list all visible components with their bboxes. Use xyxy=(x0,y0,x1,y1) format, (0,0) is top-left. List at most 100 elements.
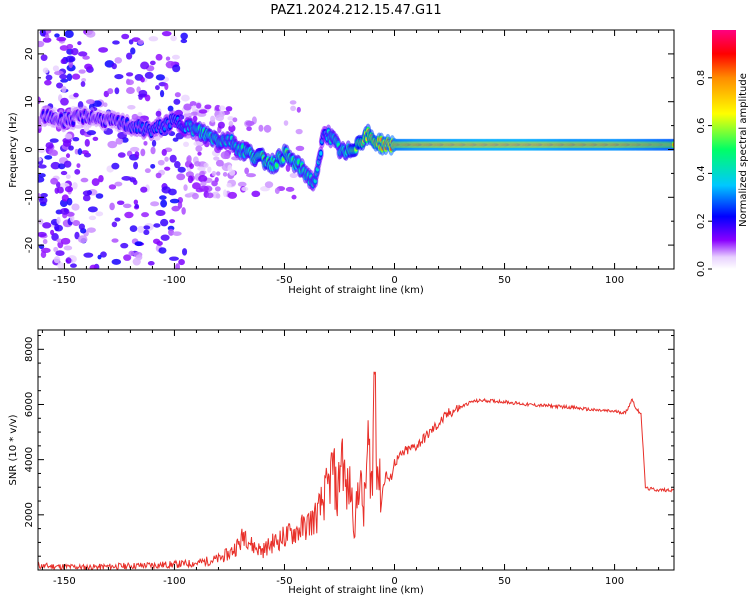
spectrogram-y-tick-label: -20 xyxy=(24,237,35,253)
spectrogram-noise-blob xyxy=(220,151,230,160)
spectrogram-noise-blob xyxy=(164,166,171,171)
spectrogram-noise-blob xyxy=(283,120,289,126)
spectrogram-noise-blob xyxy=(150,163,156,169)
spectrogram-noise-blob xyxy=(54,33,60,38)
spectrogram-x-tick-label: 50 xyxy=(498,275,511,286)
spectrogram-noise-blob xyxy=(155,172,162,179)
spectrogram-noise-blob xyxy=(144,94,151,102)
spectrogram-noise-blob xyxy=(246,126,252,132)
snr-y-tick-label: 4000 xyxy=(24,447,35,472)
spectrogram-noise-blob xyxy=(112,40,120,45)
spectrogram-noise-blob xyxy=(70,263,77,268)
snr-y-tick-label: 2000 xyxy=(24,502,35,527)
spectrogram-noise-blob xyxy=(38,157,42,162)
spectrogram-noise-blob xyxy=(227,116,234,121)
snr-series-line xyxy=(38,371,674,570)
spectrogram-noise-blob xyxy=(155,74,166,81)
spectrogram-noise-blob xyxy=(57,262,64,269)
spectrogram-noise-blob xyxy=(215,114,225,122)
spectrogram-noise-blob xyxy=(189,163,194,169)
colorbar-ticks: 0.0 0.2 0.4 0.6 0.8 xyxy=(696,70,712,277)
spectrogram-noise-blob xyxy=(60,97,69,106)
spectrogram-noise-blob xyxy=(137,39,144,45)
spectrogram-noise-blob xyxy=(71,73,81,80)
spectrogram-noise-blob xyxy=(289,172,298,178)
spectrogram-noise-blob xyxy=(195,145,203,153)
spectrogram-noise-blob xyxy=(204,104,212,110)
spectrogram-noise-blob xyxy=(38,173,46,178)
spectrogram-noise-blob xyxy=(74,148,79,155)
spectrogram-noise-blob xyxy=(100,251,107,258)
snr-y-tick-label: 6000 xyxy=(24,392,35,417)
spectrogram-noise-blob xyxy=(39,30,46,37)
spectrogram-noise-blob xyxy=(64,133,73,140)
spectrogram-noise-blob xyxy=(38,96,41,105)
spectrogram-noise-blob xyxy=(263,124,272,133)
spectrogram-noise-blob xyxy=(56,216,61,225)
spectrogram-noise-blob xyxy=(121,33,130,40)
spectrogram-noise-blob xyxy=(38,231,47,238)
spectrogram-noise-blob xyxy=(49,138,59,143)
spectrogram-noise-blob xyxy=(295,145,305,151)
spectrogram-noise-blob xyxy=(52,65,60,72)
spectrogram-noise-blob xyxy=(83,125,90,132)
colorbar-gradient xyxy=(712,30,736,269)
spectrogram-noise-blob xyxy=(71,203,80,211)
snr-frame xyxy=(37,329,675,571)
spectrogram-noise-blob xyxy=(155,209,166,217)
spectrogram-noise-blob xyxy=(183,103,192,111)
spectrogram-noise-blob xyxy=(64,186,74,193)
snr-y-ticks: 2000 4000 6000 8000 xyxy=(24,335,674,571)
snr-x-tick-label: -100 xyxy=(163,576,186,587)
spectrogram-noise-blob xyxy=(170,35,177,42)
spectrogram-noise-blob xyxy=(198,109,208,114)
spectrogram-y-tick-label: -10 xyxy=(24,189,35,205)
spectrogram-noise-blob xyxy=(83,252,94,258)
spectrogram-noise-blob xyxy=(132,179,138,185)
spectrogram-noise-blob xyxy=(134,241,143,247)
spectrogram-noise-blob xyxy=(155,85,160,91)
spectrogram-noise-blob xyxy=(226,182,232,188)
spectrogram-noise-blob xyxy=(180,32,188,40)
spectrogram-noise-blob xyxy=(56,36,67,42)
spectrogram-noise-blob xyxy=(194,161,201,167)
spectrogram-noise-blob xyxy=(126,87,135,95)
spectrogram-noise-blob xyxy=(165,56,171,61)
spectrogram-noise-blob xyxy=(143,225,151,230)
spectrogram-x-label: Height of straight line (km) xyxy=(288,285,424,296)
spectrogram-noise-blob xyxy=(44,34,50,39)
spectrogram-noise-blob xyxy=(289,100,297,105)
spectrogram-noise-blob xyxy=(66,197,73,206)
spectrogram-noise-blob xyxy=(72,182,78,190)
spectrogram-noise-blob xyxy=(84,63,93,70)
spectrogram-noise-blob xyxy=(91,178,100,186)
spectrogram-noise-blob xyxy=(137,225,145,234)
spectrogram-noise-blob xyxy=(80,177,89,183)
spectrogram-noise-blob xyxy=(157,159,165,166)
spectrogram-noise-blob xyxy=(40,192,48,198)
spectrogram-noise-blob xyxy=(200,181,207,187)
spectrogram-noise-blob xyxy=(218,105,226,111)
spectrogram-noise-blob xyxy=(214,186,221,192)
spectrogram-noise-blob xyxy=(84,139,90,147)
spectrogram-noise-blob xyxy=(55,250,65,257)
spectrogram-noise-blob xyxy=(86,227,96,233)
snr-x-tick-label: -150 xyxy=(53,576,76,587)
spectrogram-noise-blob xyxy=(56,186,64,194)
spectrogram-noise-blob xyxy=(39,196,48,205)
spectrogram-x-tick-label: -150 xyxy=(53,275,76,286)
spectrogram-ridge-core xyxy=(71,121,75,126)
spectrogram-noise-blob xyxy=(246,173,257,178)
spectrogram-noise-blob xyxy=(191,192,199,200)
spectrogram-noise-blob xyxy=(174,161,181,169)
spectrogram-noise-blob xyxy=(161,148,167,156)
spectrogram-noise-blob xyxy=(181,207,186,215)
spectrogram-noise-blob xyxy=(109,202,115,211)
spectrogram-noise-blob xyxy=(158,247,167,254)
spectrogram-noise-blob xyxy=(40,54,48,62)
spectrogram-noise-blob xyxy=(60,78,69,83)
colorbar-tick-label: 0.4 xyxy=(696,165,707,181)
spectrogram-noise-blob xyxy=(244,167,250,175)
spectrogram-noise-blob xyxy=(130,47,136,55)
spectrogram-noise-blob xyxy=(66,73,73,82)
